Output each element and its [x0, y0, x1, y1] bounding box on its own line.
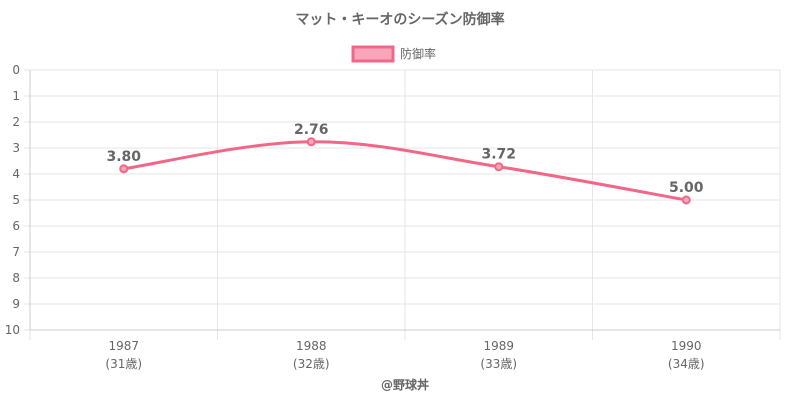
- grid: [24, 69, 781, 340]
- y-tick-label: 1: [12, 89, 20, 103]
- legend-swatch: [351, 45, 395, 63]
- series-line: [123, 140, 687, 202]
- data-point: [681, 195, 691, 205]
- x-axis-ticks: 1987 (31歳) 1988 (32歳) 1989 (33歳) 1990 (34歳): [105, 339, 704, 371]
- y-tick-label: 4: [12, 167, 20, 181]
- x-tick-label: 1990: [671, 339, 702, 353]
- y-tick-label: 10: [5, 323, 20, 337]
- x-tick-sublabel: (32歳): [293, 357, 330, 371]
- legend: 防御率: [351, 45, 436, 63]
- y-tick-label: 6: [12, 219, 20, 233]
- data-label: 5.00: [669, 180, 704, 196]
- x-tick-label: 1989: [483, 339, 514, 353]
- data-label: 2.76: [294, 122, 329, 138]
- x-tick-sublabel: (31歳): [105, 357, 142, 371]
- y-tick-label: 2: [12, 115, 20, 129]
- y-tick-label: 8: [12, 271, 20, 285]
- x-tick-label: 1987: [108, 339, 139, 353]
- y-tick-label: 7: [12, 245, 20, 259]
- chart-title: マット・キーオのシーズン防御率: [295, 11, 504, 28]
- x-axis-label: @野球丼: [381, 377, 429, 392]
- x-tick-sublabel: (34歳): [668, 357, 705, 371]
- x-tick-label: 1988: [296, 339, 327, 353]
- y-tick-label: 0: [12, 63, 20, 77]
- data-labels: 3.80 2.76 3.72 5.00: [106, 122, 703, 196]
- data-point: [494, 162, 504, 172]
- y-tick-label: 3: [12, 141, 20, 155]
- data-points: [119, 137, 691, 205]
- data-point: [119, 164, 129, 174]
- data-label: 3.72: [481, 147, 516, 163]
- legend-label: 防御率: [400, 46, 436, 61]
- y-tick-label: 5: [12, 193, 20, 207]
- data-point: [306, 137, 316, 147]
- y-axis-ticks: 0 1 2 3 4 5 6 7 8 9 10: [5, 63, 20, 337]
- x-tick-sublabel: (33歳): [480, 357, 517, 371]
- y-tick-label: 9: [12, 297, 20, 311]
- data-label: 3.80: [106, 149, 141, 165]
